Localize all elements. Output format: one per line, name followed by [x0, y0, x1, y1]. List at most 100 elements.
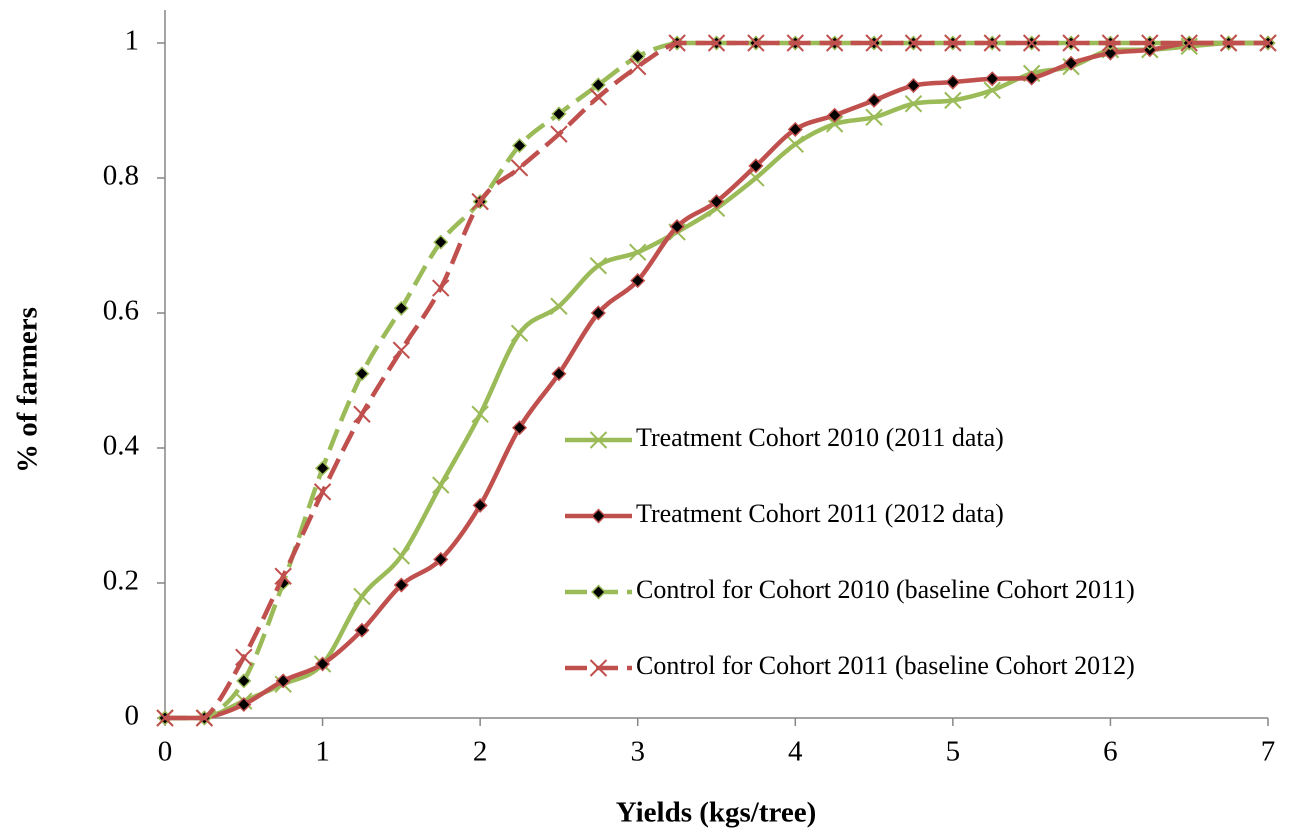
marker — [353, 405, 371, 423]
marker — [984, 71, 1000, 87]
marker — [1062, 34, 1080, 52]
marker — [589, 431, 608, 449]
series-line — [165, 40, 1268, 721]
x-axis-title: Yields (kgs/tree) — [616, 797, 817, 829]
marker — [510, 159, 529, 177]
marker — [235, 648, 253, 666]
x-tick-label: 3 — [630, 736, 645, 768]
legend-label: Treatment Cohort 2010 (2011 data) — [636, 423, 1004, 452]
marker — [629, 243, 647, 261]
marker — [945, 74, 961, 90]
marker — [629, 57, 647, 76]
marker — [1024, 70, 1040, 86]
marker — [825, 34, 844, 52]
x-tick-label: 1 — [315, 736, 330, 768]
marker — [315, 656, 331, 672]
x-tick-label: 0 — [158, 736, 173, 768]
legend-label: Control for Cohort 2011 (baseline Cohort… — [636, 651, 1135, 680]
marker — [275, 673, 291, 689]
marker — [315, 460, 331, 476]
marker — [669, 219, 685, 235]
marker — [433, 234, 449, 250]
marker — [393, 300, 409, 316]
y-tick-label: 0 — [125, 700, 140, 732]
marker — [944, 91, 962, 110]
marker — [236, 673, 252, 689]
y-tick-label: 0.8 — [103, 160, 139, 192]
marker — [472, 497, 488, 513]
marker — [1022, 34, 1041, 52]
marker — [433, 551, 449, 567]
marker — [708, 194, 725, 210]
marker — [353, 587, 371, 606]
marker — [865, 108, 883, 126]
marker — [786, 34, 804, 52]
marker — [630, 48, 646, 65]
marker — [511, 420, 528, 436]
x-tick-label: 6 — [1103, 736, 1118, 768]
marker — [392, 341, 411, 359]
series-line — [165, 40, 1268, 721]
marker — [787, 121, 803, 137]
marker — [590, 508, 607, 524]
marker — [944, 34, 962, 52]
marker — [748, 158, 764, 174]
marker — [589, 659, 608, 677]
marker — [905, 77, 922, 94]
marker — [432, 476, 450, 494]
marker — [590, 305, 606, 321]
marker — [786, 135, 804, 153]
series-line — [165, 40, 1268, 721]
marker — [1102, 45, 1118, 61]
legend: Treatment Cohort 2010 (2011 data) Treatme… — [565, 423, 1135, 680]
marker — [274, 567, 292, 585]
y-tick-label: 0.2 — [103, 565, 139, 597]
marker — [904, 34, 923, 52]
marker — [550, 297, 568, 315]
y-tick-label: 1 — [125, 25, 140, 57]
marker — [393, 577, 409, 593]
marker — [551, 366, 567, 382]
marker — [1063, 55, 1079, 71]
marker — [707, 34, 726, 52]
marker — [747, 34, 765, 52]
marker — [983, 34, 1001, 52]
marker — [1219, 34, 1238, 52]
marker — [313, 483, 332, 501]
marker — [904, 95, 923, 113]
marker — [236, 696, 252, 713]
marker — [551, 106, 567, 122]
marker — [471, 405, 489, 423]
marker — [983, 81, 1001, 99]
marker — [392, 547, 411, 565]
marker — [630, 273, 646, 289]
marker — [550, 125, 568, 143]
x-tick-label: 2 — [473, 736, 488, 768]
marker — [1259, 34, 1277, 52]
marker — [590, 584, 607, 600]
marker — [866, 92, 882, 108]
legend-label: Control for Cohort 2010 (baseline Cohort… — [636, 575, 1135, 604]
x-tick-label: 7 — [1261, 736, 1276, 768]
marker — [354, 622, 370, 638]
marker — [1101, 34, 1120, 52]
x-tick-label: 5 — [946, 736, 961, 768]
marker — [195, 709, 214, 727]
marker — [511, 138, 528, 154]
marker — [354, 366, 370, 382]
x-tick-label: 4 — [788, 736, 803, 768]
marker — [590, 77, 606, 93]
marker — [827, 107, 843, 123]
marker — [1180, 34, 1198, 52]
y-tick-label: 0.6 — [103, 295, 139, 327]
marker — [865, 34, 883, 52]
marker — [589, 88, 608, 106]
legend-label: Treatment Cohort 2011 (2012 data) — [636, 499, 1004, 528]
marker — [589, 257, 608, 275]
y-axis-title: % of farmers — [12, 307, 44, 473]
marker — [510, 324, 529, 342]
marker — [156, 709, 174, 727]
marker — [471, 192, 489, 211]
y-tick-label: 0.4 — [103, 430, 140, 462]
